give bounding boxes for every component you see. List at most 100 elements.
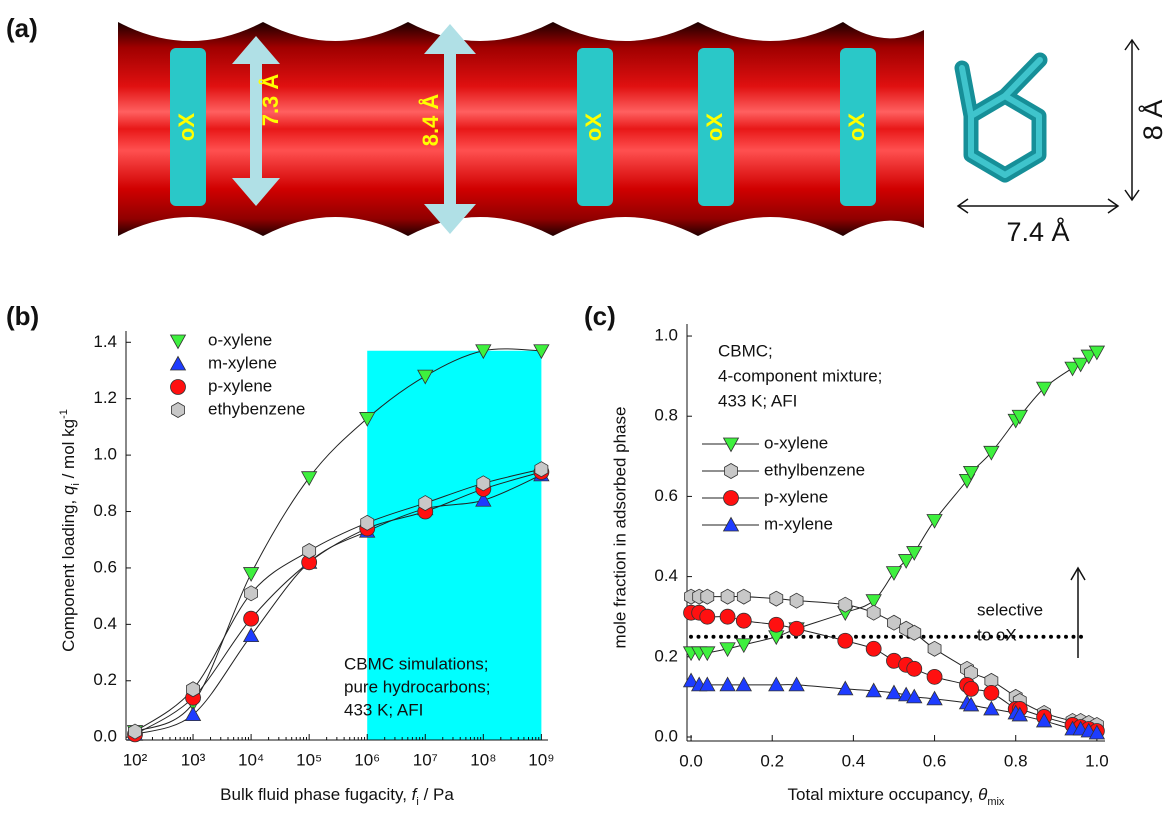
y-axis-label-part: Component loading,: [59, 495, 78, 652]
x-tick-label: 10⁶: [354, 750, 380, 769]
x-axis-label-part: / Pa: [419, 785, 455, 804]
y-tick-label: 1.2: [93, 388, 117, 407]
marker: [477, 476, 490, 491]
marker: [737, 589, 750, 604]
marker: [769, 677, 784, 691]
y-tick-label: 0.4: [93, 614, 117, 633]
marker: [244, 611, 259, 626]
y-tick-label: 0.4: [654, 566, 678, 585]
marker: [245, 586, 258, 601]
x-tick-label: 10⁹: [528, 750, 554, 769]
molecule-width: 7.4 Å: [1006, 216, 1069, 247]
marker: [736, 613, 751, 628]
molecule-height: 8 Å: [1137, 100, 1168, 141]
x-axis-label-part: Bulk fluid phase fugacity,: [220, 785, 412, 804]
legend-marker: [724, 438, 739, 452]
x-tick-label: 1.0: [1085, 751, 1109, 770]
marker: [244, 568, 259, 582]
marker: [720, 609, 735, 624]
pore-size: 7.3 Å: [257, 74, 283, 127]
y-axis-label: mole fraction in adsorbed phase: [610, 407, 629, 649]
legend-marker: [725, 464, 738, 479]
legend-label: p-xylene: [764, 487, 828, 506]
annotation: pure hydrocarbons;: [344, 677, 490, 696]
arrow-label: to oX: [977, 625, 1017, 644]
annotation: 4-component mixture;: [718, 366, 882, 385]
rod-label: oX: [174, 113, 199, 141]
rod-label: oX: [581, 113, 606, 141]
marker: [899, 555, 914, 569]
marker: [839, 597, 852, 612]
y-tick-label: 0.0: [93, 727, 117, 746]
marker: [736, 677, 751, 691]
legend-marker: [172, 403, 185, 418]
y-tick-label: 0.0: [654, 726, 678, 745]
marker: [720, 677, 735, 691]
marker: [721, 589, 734, 604]
marker: [907, 661, 922, 676]
x-axis-label-part: Total mixture occupancy,: [788, 785, 979, 804]
rod-label: oX: [844, 113, 869, 141]
y-axis-label: Component loading, qi / mol kg-1: [58, 409, 82, 652]
y-tick-label: 0.2: [654, 646, 678, 665]
x-axis-label: Bulk fluid phase fugacity, fi / Pa: [220, 785, 454, 807]
selectivity-arrow: [1071, 568, 1085, 658]
legend-label: o-xylene: [764, 433, 828, 452]
dimension-arrows: [958, 40, 1139, 213]
marker: [736, 639, 751, 653]
marker: [887, 615, 900, 630]
y-tick-label: 0.6: [93, 557, 117, 576]
x-axis-label-part: mix: [987, 796, 1005, 808]
legend-label: o-xylene: [208, 330, 272, 349]
marker: [928, 641, 941, 656]
legend-marker: [724, 518, 739, 532]
marker: [770, 591, 783, 606]
molecule: [962, 60, 1040, 175]
marker: [838, 633, 853, 648]
x-tick-label: 0.0: [679, 751, 703, 770]
legend-label: ethybenzene: [208, 399, 305, 418]
marker: [984, 685, 999, 700]
panel-label: (a): [6, 13, 38, 43]
legend-marker: [171, 380, 186, 395]
y-axis-label-part: / mol kg: [59, 419, 78, 483]
x-tick-label: 10³: [181, 750, 206, 769]
y-tick-label: 1.4: [93, 332, 117, 351]
marker: [128, 724, 141, 739]
y-tick-label: 1.0: [654, 326, 678, 345]
annotation: CBMC;: [718, 341, 773, 360]
x-tick-label: 10⁴: [238, 750, 264, 769]
panel-label: (b): [6, 301, 39, 331]
pore-size: 8.4 Å: [417, 94, 443, 147]
marker: [535, 462, 548, 477]
marker: [701, 589, 714, 604]
y-tick-label: 1.0: [93, 445, 117, 464]
y-axis-label-part: -1: [58, 409, 70, 419]
marker: [303, 544, 316, 559]
marker: [964, 681, 979, 696]
panel-label: (c): [584, 301, 616, 331]
x-tick-label: 10⁵: [296, 750, 322, 769]
legend-marker: [724, 491, 739, 506]
illustration: (a) oX oX oX oX 7.3 Å 8.4 Å: [6, 13, 1168, 247]
y-tick-label: 0.2: [93, 670, 117, 689]
legend-marker: [171, 335, 186, 349]
marker: [302, 472, 317, 486]
marker: [789, 621, 804, 636]
arrow-label: selective: [977, 600, 1043, 619]
rod-label: oX: [702, 113, 727, 141]
marker: [866, 641, 881, 656]
marker: [419, 496, 432, 511]
y-tick-label: 0.6: [654, 486, 678, 505]
x-axis-label: Total mixture occupancy, θmix: [788, 785, 1005, 807]
channel: [118, 22, 924, 236]
y-tick-label: 0.8: [654, 406, 678, 425]
marker: [886, 567, 901, 581]
x-tick-label: 10²: [123, 750, 148, 769]
x-tick-label: 10⁷: [413, 750, 438, 769]
marker: [769, 617, 784, 632]
legend-label: m-xylene: [208, 353, 277, 372]
marker: [700, 609, 715, 624]
figure: (a) oX oX oX oX 7.3 Å 8.4 Å: [0, 0, 1170, 818]
annotation: 433 K; AFI: [344, 700, 423, 719]
